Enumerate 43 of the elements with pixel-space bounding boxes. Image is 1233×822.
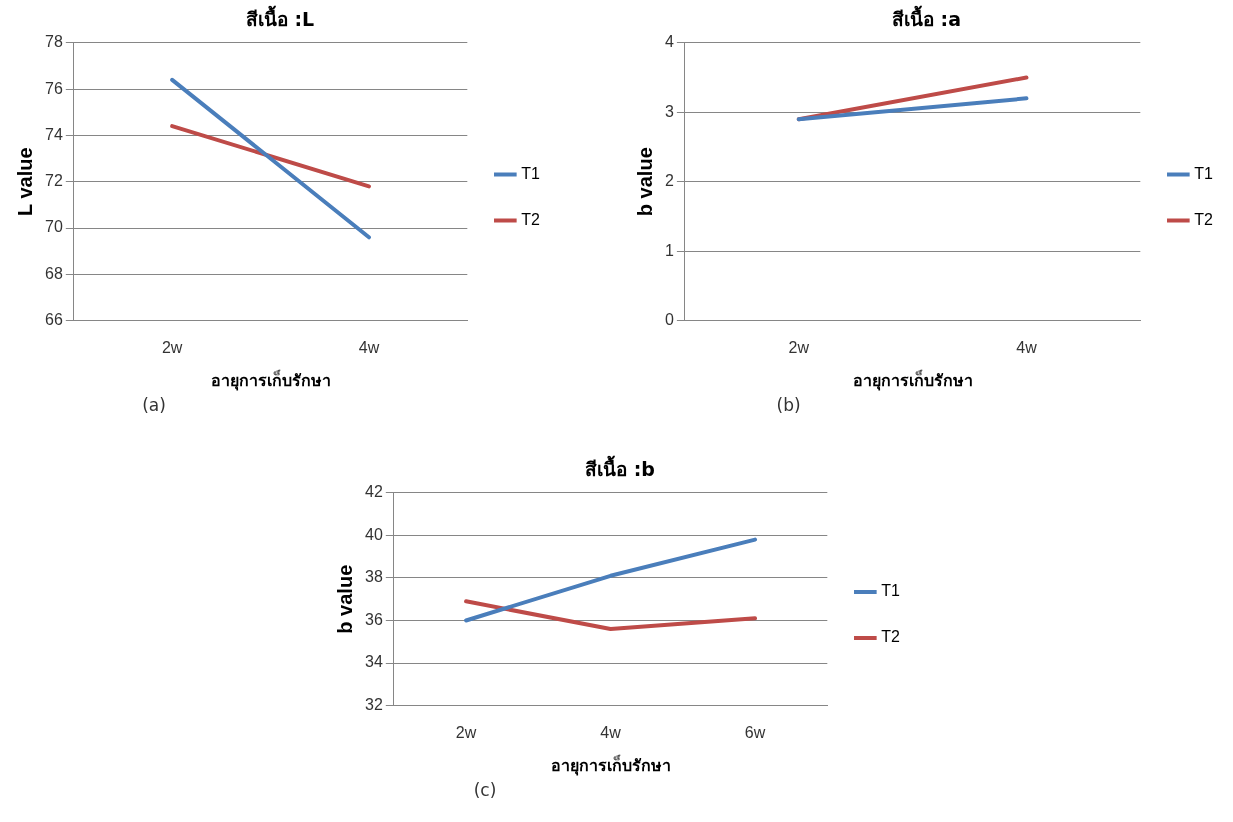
x-axis-title: อายุการเก็บรักษา [852,368,973,391]
x-axis-title: อายุการเก็บรักษา [210,368,331,391]
y-tick-label: 66 [45,311,63,329]
y-axis-title: b value [333,564,356,634]
text: (a) [141,395,167,415]
y-tick-label: 70 [45,218,63,236]
legend-label: T1 [881,582,901,600]
y-tick-label: 2 [664,172,674,190]
y-tick-label: 72 [45,172,63,190]
y-axis-title: b value [633,147,656,217]
y-tick-label: 78 [45,33,63,51]
chart-title: สีเนื้อ :L [245,5,315,31]
y-tick-label: 32 [365,696,383,714]
y-tick-label: 36 [365,610,383,628]
y-tick-label: 76 [45,79,63,97]
y-tick-label: 1 [664,241,674,259]
x-tick-label: 4w [600,723,622,741]
x-axis-title: อายุการเก็บรักษา [550,753,671,776]
legend-label: T2 [521,210,541,228]
x-tick-label: 2w [788,338,810,356]
y-tick-label: 68 [45,264,63,282]
x-tick-label: 2w [161,338,183,356]
text: (b) [775,395,802,415]
y-tick-label: 34 [365,653,383,671]
x-tick-label: 2w [455,723,477,741]
y-axis-title: L value [13,147,36,216]
text: (c) [472,780,498,800]
y-tick-label: 74 [45,125,63,143]
legend-label: T2 [1194,210,1214,228]
y-tick-label: 4 [664,33,674,51]
y-tick-label: 40 [365,525,383,543]
y-tick-label: 42 [365,483,383,501]
x-tick-label: 4w [358,338,380,356]
y-tick-label: 3 [664,102,674,120]
legend-label: T2 [881,628,901,646]
chart-title: สีเนื้อ :a [891,5,962,31]
legend-label: T1 [1194,164,1214,182]
chart-title: สีเนื้อ :b [585,455,655,481]
y-tick-label: 0 [664,311,674,329]
y-tick-label: 38 [365,568,383,586]
legend-label: T1 [521,164,541,182]
x-tick-label: 4w [1016,338,1038,356]
x-tick-label: 6w [744,723,766,741]
